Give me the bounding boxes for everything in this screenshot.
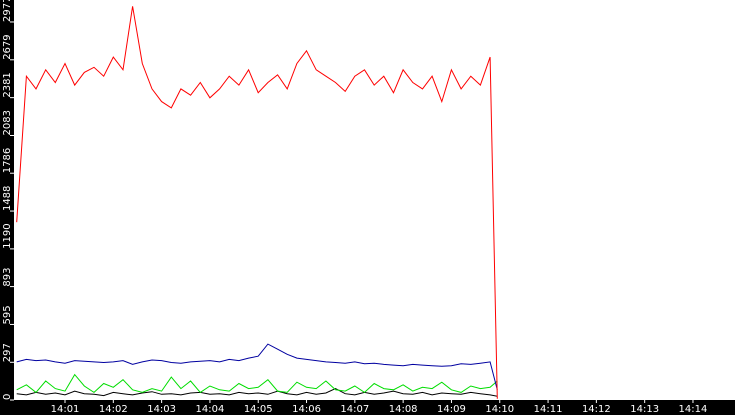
x-tick-label: 14:12 <box>582 404 611 415</box>
y-tick-label: 2977 <box>2 0 13 22</box>
y-tick-label: 1190 <box>2 223 13 248</box>
x-tick-label: 14:06 <box>292 404 321 415</box>
y-tick-label: 893 <box>2 268 13 287</box>
y-tick-label: 1786 <box>2 148 13 173</box>
x-tick-label: 14:09 <box>437 404 466 415</box>
x-tick-label: 14:05 <box>244 404 273 415</box>
x-axis-strip <box>0 400 735 415</box>
y-tick-label: 595 <box>2 305 13 324</box>
y-tick-label: 0 <box>2 394 13 400</box>
y-axis-strip <box>0 0 14 415</box>
x-tick-label: 14:14 <box>679 404 708 415</box>
x-tick-label: 14:11 <box>534 404 563 415</box>
y-tick-label: 2381 <box>2 72 13 97</box>
x-tick-label: 14:02 <box>99 404 128 415</box>
series-line <box>16 343 498 390</box>
x-tick-label: 14:01 <box>51 404 80 415</box>
y-tick-label: 2083 <box>2 110 13 135</box>
y-tick-label: 2679 <box>2 34 13 59</box>
x-tick-label: 14:04 <box>196 404 225 415</box>
x-tick-label: 14:10 <box>485 404 514 415</box>
series-line <box>16 388 498 397</box>
x-tick-label: 14:13 <box>630 404 659 415</box>
x-tick-label: 14:08 <box>389 404 418 415</box>
y-tick-label: 1488 <box>2 186 13 211</box>
series-line <box>16 6 498 399</box>
x-tick-label: 14:07 <box>340 404 369 415</box>
series-line <box>16 373 498 394</box>
y-tick-label: 297 <box>2 343 13 362</box>
x-tick-label: 14:03 <box>147 404 176 415</box>
